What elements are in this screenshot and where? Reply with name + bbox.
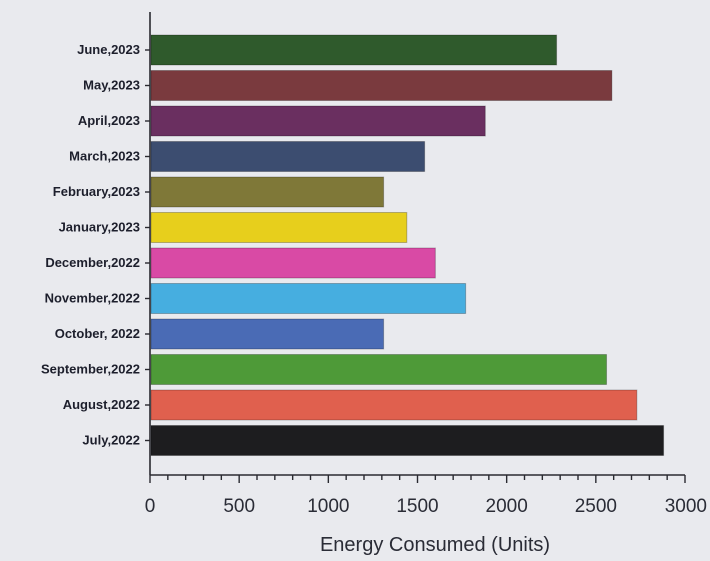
category-label: October, 2022: [55, 326, 140, 341]
bar-september-2022: [150, 354, 608, 385]
category-label: May,2023: [83, 78, 140, 93]
x-tick-label: 1500: [396, 496, 438, 517]
category-label: March,2023: [69, 149, 140, 164]
bar-august-2022: [150, 389, 638, 421]
bar-december-2022: [150, 247, 436, 279]
category-label: September,2022: [41, 362, 140, 377]
category-label: January,2023: [59, 220, 140, 235]
x-tick-label: 500: [223, 496, 255, 517]
x-tick-label: 1000: [307, 496, 349, 517]
category-label: August,2022: [63, 397, 140, 412]
bar-june-2023: [150, 34, 558, 66]
x-axis-ticks: 0 500 1000 1500 2000 2500 3000: [145, 49, 707, 517]
bar-april-2023: [150, 105, 486, 137]
x-tick-label: 3000: [665, 496, 707, 517]
category-label: April,2023: [78, 113, 140, 128]
x-tick-label: 0: [145, 496, 156, 517]
bars-group: [150, 34, 665, 456]
category-label: July,2022: [82, 433, 140, 448]
category-label: December,2022: [45, 255, 140, 270]
bar-november-2022: [150, 283, 467, 314]
bar-march-2023: [150, 141, 426, 172]
x-tick-label: 2000: [486, 496, 528, 517]
x-axis-title: Energy Consumed (Units): [320, 534, 550, 556]
bar-october-2022: [150, 318, 385, 350]
x-tick-label: 2500: [575, 496, 617, 517]
category-labels: June,2023 May,2023 April,2023 March,2023 Feb…: [41, 42, 140, 448]
bar-july-2022: [150, 425, 665, 456]
bar-january-2023: [150, 212, 408, 243]
category-label: February,2023: [53, 184, 140, 199]
category-label: June,2023: [77, 42, 140, 57]
bar-may-2023: [150, 70, 613, 101]
bar-february-2023: [150, 176, 385, 208]
category-label: November,2022: [45, 291, 140, 306]
